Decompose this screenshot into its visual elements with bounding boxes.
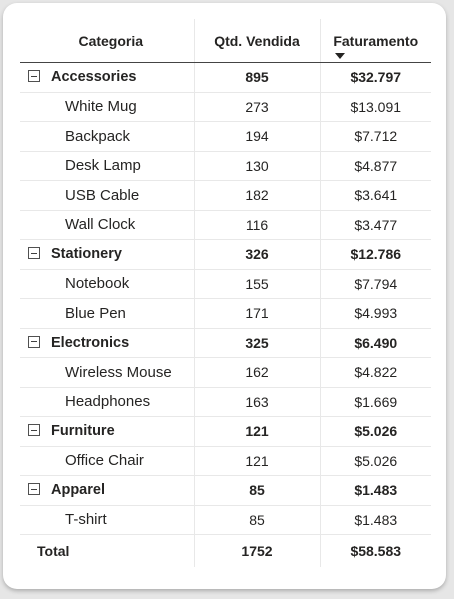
item-row: T-shirt 85 $1.483 — [20, 505, 431, 535]
item-row: Office Chair 121 $5.026 — [20, 446, 431, 476]
group-revenue-cell: $6.490 — [319, 328, 431, 358]
group-category-cell: Electronics — [20, 328, 194, 358]
item-qty-cell: 163 — [193, 387, 320, 417]
item-name-cell: Notebook — [20, 269, 194, 299]
matrix-visual-card: Categoria Qtd. Vendida Faturamento Acces… — [3, 3, 446, 589]
item-revenue-cell: $1.669 — [319, 387, 431, 417]
item-name-cell: Wireless Mouse — [20, 357, 194, 388]
item-revenue-cell: $4.993 — [319, 298, 431, 329]
item-row: Wall Clock 116 $3.477 — [20, 210, 431, 240]
item-revenue-cell: $1.483 — [319, 505, 431, 535]
collapse-icon[interactable] — [28, 424, 40, 437]
group-qty-cell: 121 — [193, 416, 320, 447]
group-name: Apparel — [51, 482, 105, 499]
sort-descending-icon — [335, 52, 346, 59]
total-row: Total 1752 $58.583 — [20, 534, 431, 567]
group-revenue-cell: $1.483 — [319, 475, 431, 506]
item-qty-cell: 85 — [193, 505, 320, 535]
group-name: Stationery — [51, 246, 122, 263]
total-qty: 1752 — [193, 534, 320, 567]
item-name-cell: White Mug — [20, 92, 194, 122]
column-header-revenue[interactable]: Faturamento — [319, 19, 431, 63]
item-qty-cell: 171 — [193, 298, 320, 329]
item-qty-cell: 155 — [193, 269, 320, 299]
item-name-cell: T-shirt — [20, 505, 194, 535]
group-category-cell: Furniture — [20, 416, 194, 447]
item-row: Wireless Mouse 162 $4.822 — [20, 357, 431, 388]
item-qty-cell: 273 — [193, 92, 320, 122]
column-header-qty[interactable]: Qtd. Vendida — [193, 19, 320, 63]
collapse-icon[interactable] — [28, 483, 40, 496]
group-row-apparel: Apparel 85 $1.483 — [20, 475, 431, 506]
item-row: USB Cable 182 $3.641 — [20, 180, 431, 211]
item-qty-cell: 116 — [193, 210, 320, 240]
item-row: Desk Lamp 130 $4.877 — [20, 151, 431, 181]
item-revenue-cell: $13.091 — [319, 92, 431, 122]
group-revenue-cell: $12.786 — [319, 239, 431, 270]
item-revenue-cell: $4.822 — [319, 357, 431, 388]
item-row: Blue Pen 171 $4.993 — [20, 298, 431, 329]
item-revenue-cell: $7.712 — [319, 121, 431, 152]
item-name-cell: Backpack — [20, 121, 194, 152]
item-qty-cell: 121 — [193, 446, 320, 476]
item-qty-cell: 194 — [193, 121, 320, 152]
group-category-cell: Accessories — [20, 62, 194, 93]
group-qty-cell: 325 — [193, 328, 320, 358]
collapse-icon[interactable] — [28, 70, 40, 83]
item-name-cell: Office Chair — [20, 446, 194, 476]
group-name: Furniture — [51, 423, 115, 440]
item-row: Backpack 194 $7.712 — [20, 121, 431, 152]
collapse-icon[interactable] — [28, 247, 40, 260]
collapse-icon[interactable] — [28, 335, 40, 348]
item-qty-cell: 182 — [193, 180, 320, 211]
group-revenue-cell: $32.797 — [319, 62, 431, 93]
item-name-cell: Headphones — [20, 387, 194, 417]
group-row-accessories: Accessories 895 $32.797 — [20, 62, 431, 93]
item-row: White Mug 273 $13.091 — [20, 92, 431, 122]
column-header-qty-label: Qtd. Vendida — [214, 32, 300, 49]
item-name-cell: Desk Lamp — [20, 151, 194, 181]
item-qty-cell: 130 — [193, 151, 320, 181]
total-label: Total — [20, 534, 194, 567]
group-name: Electronics — [51, 334, 130, 351]
column-header-revenue-label: Faturamento — [333, 32, 419, 49]
group-row-electronics: Electronics 325 $6.490 — [20, 328, 431, 358]
item-row: Headphones 163 $1.669 — [20, 387, 431, 417]
item-revenue-cell: $4.877 — [319, 151, 431, 181]
group-qty-cell: 895 — [193, 62, 320, 93]
column-header-category[interactable]: Categoria — [20, 19, 194, 63]
item-revenue-cell: $3.477 — [319, 210, 431, 240]
item-qty-cell: 162 — [193, 357, 320, 388]
group-revenue-cell: $5.026 — [319, 416, 431, 447]
group-name: Accessories — [51, 69, 137, 86]
item-revenue-cell: $7.794 — [319, 269, 431, 299]
group-qty-cell: 85 — [193, 475, 320, 506]
item-name-cell: Blue Pen — [20, 298, 194, 329]
item-name-cell: Wall Clock — [20, 210, 194, 240]
group-category-cell: Stationery — [20, 239, 194, 270]
item-row: Notebook 155 $7.794 — [20, 269, 431, 299]
total-revenue: $58.583 — [319, 534, 431, 567]
column-header-category-label: Categoria — [78, 32, 144, 49]
header-row: Categoria Qtd. Vendida Faturamento — [20, 19, 431, 63]
item-revenue-cell: $5.026 — [319, 446, 431, 476]
item-revenue-cell: $3.641 — [319, 180, 431, 211]
sales-matrix-table: Categoria Qtd. Vendida Faturamento Acces… — [20, 19, 431, 567]
item-name-cell: USB Cable — [20, 180, 194, 211]
group-row-stationery: Stationery 326 $12.786 — [20, 239, 431, 270]
group-row-furniture: Furniture 121 $5.026 — [20, 416, 431, 447]
group-category-cell: Apparel — [20, 475, 194, 506]
group-qty-cell: 326 — [193, 239, 320, 270]
